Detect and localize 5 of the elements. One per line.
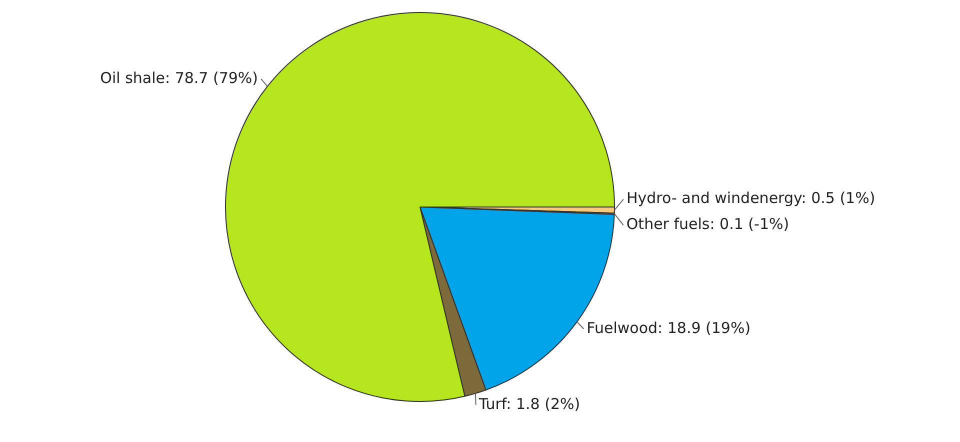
slice-label: Oil shale: 78.7 (79%) — [100, 68, 258, 87]
slice-label: Other fuels: 0.1 (-1%) — [626, 215, 790, 234]
slice-label: Turf: 1.8 (2%) — [478, 394, 580, 413]
slice-label: Hydro- and windenergy: 0.5 (1%) — [626, 189, 876, 208]
slice-label: Fuelwood: 18.9 (19%) — [586, 318, 751, 337]
